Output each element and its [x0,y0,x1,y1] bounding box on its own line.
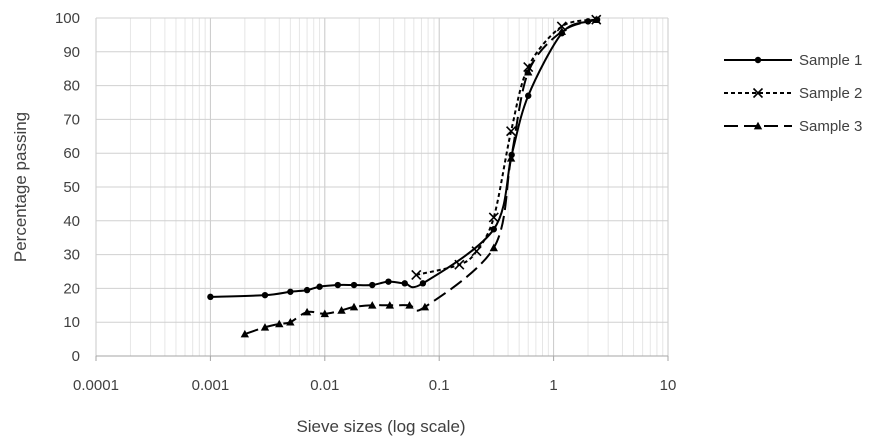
series-line [210,18,598,298]
x-tick-label: 0.001 [192,377,230,394]
data-point [401,280,408,287]
data-point [320,309,329,318]
y-tick-label: 30 [63,247,80,264]
x-tick-label: 10 [660,377,677,394]
y-tick-label: 20 [63,280,80,297]
grid [95,17,669,356]
x-tick-label: 1 [549,377,557,394]
data-point [557,27,567,35]
y-tick-label: 10 [63,314,80,331]
y-tick-label: 90 [63,44,80,61]
data-point [471,246,482,257]
series-line [244,18,597,335]
data-point [287,288,294,295]
y-tick-label: 80 [63,78,80,95]
y-tick-label: 100 [55,10,80,27]
y-tick-label: 70 [63,111,80,128]
legend-label: Sample 1 [799,52,862,69]
data-point [240,329,250,338]
data-point [752,87,764,99]
data-point [207,293,214,301]
data-point [454,259,465,270]
data-point [302,307,312,316]
data-point [275,319,284,328]
data-point [488,212,499,223]
y-tick-label: 50 [63,179,80,196]
data-point [420,302,430,311]
data-point [385,301,395,309]
data-point [556,21,567,32]
y-axis-title: Percentage passing [11,112,30,262]
legend-label: Sample 3 [799,118,862,135]
data-point [753,121,763,130]
data-point [303,286,311,294]
series-1 [207,16,601,301]
x-tick-label: 0.1 [429,377,450,394]
data-point [286,318,295,326]
series-2 [411,14,602,280]
legend-entry: Sample 3 [724,118,862,135]
data-point [334,281,342,289]
data-point [261,291,269,299]
axes [95,355,669,361]
data-point [524,67,533,76]
x-axis-title: Sieve sizes (log scale) [296,417,465,436]
data-point [490,226,497,233]
data-point [592,15,601,24]
data-point [405,301,414,309]
data-point [489,243,498,252]
legend-entry: Sample 1 [724,52,862,69]
data-point [337,306,346,314]
x-tick-label: 0.0001 [73,377,119,394]
series-3 [240,15,601,338]
data-point [411,269,422,280]
data-point [316,283,323,290]
y-tick-label: 0 [72,348,80,365]
legend-label: Sample 2 [799,85,862,102]
data-point [350,281,358,289]
legend-entry: Sample 2 [724,85,862,102]
series-line [416,18,597,276]
data-point [419,280,427,287]
data-point [369,281,376,289]
data-point [368,301,377,309]
series-group [207,14,602,338]
data-point [260,323,270,331]
x-tick-label: 0.01 [310,377,339,394]
data-point [525,92,532,99]
y-tick-label: 60 [63,145,80,162]
data-point [506,154,516,162]
x-tick-labels: 0.0001 0.001 0.01 0.1 1 10 [73,377,676,394]
data-point [754,56,762,64]
data-point [506,126,517,137]
legend: Sample 1 Sample 2 Sample 3 [724,52,862,135]
y-tick-labels: 0 10 20 30 40 50 60 70 80 90 100 [55,10,80,365]
y-tick-label: 40 [63,213,80,230]
data-point [349,302,359,311]
data-point [385,278,392,285]
